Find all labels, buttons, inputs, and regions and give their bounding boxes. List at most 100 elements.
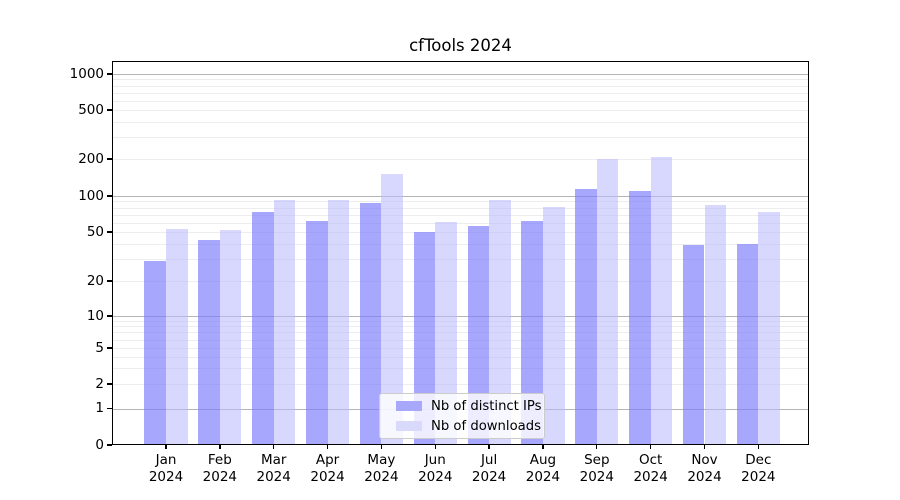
bar-sep-downloads [596, 159, 619, 445]
bar-jan-distinct-ips [144, 261, 166, 445]
x-tick-label: Nov 2024 [677, 452, 733, 485]
y-tick-mark [107, 444, 112, 446]
x-tick-label: Dec 2024 [730, 452, 786, 485]
gridline-minor [112, 384, 809, 385]
bar-apr-downloads [327, 199, 350, 445]
y-tick-label: 200 [78, 150, 104, 167]
gridline-minor [112, 159, 809, 160]
gridline-minor [112, 137, 809, 139]
x-tick-mark [542, 445, 544, 449]
y-tick-mark [107, 407, 112, 410]
legend-label-distinct-ips: Nb of distinct IPs [431, 398, 542, 414]
x-tick-mark [219, 445, 221, 449]
bar-nov-downloads [704, 205, 727, 445]
x-tick-month: Jan [155, 452, 177, 468]
legend-label-downloads: Nb of downloads [431, 418, 541, 434]
chart-title: cfTools 2024 [409, 36, 512, 55]
gridline-minor [112, 207, 809, 209]
bar-jul-downloads [489, 199, 511, 445]
x-tick-month: Jun [424, 452, 446, 468]
x-tick-mark [434, 445, 436, 449]
x-tick-year: 2024 [579, 468, 614, 485]
x-tick-year: 2024 [256, 468, 291, 485]
x-tick-mark [326, 445, 329, 449]
gridline-minor [112, 110, 809, 111]
bar-jan-downloads [166, 228, 188, 445]
y-tick-mark [107, 315, 112, 317]
y-tick-label: 10 [86, 307, 104, 324]
x-tick-mark [488, 445, 490, 449]
gridline-minor [112, 281, 809, 282]
x-tick-year: 2024 [687, 468, 722, 485]
y-tick-label: 100 [78, 187, 104, 204]
y-tick-label: 50 [86, 223, 104, 240]
bar-oct-downloads [650, 157, 673, 445]
y-tick-label: 20 [86, 272, 104, 289]
x-tick-month: Dec [745, 452, 772, 468]
bar-mar-downloads [273, 200, 296, 445]
bar-mar-distinct-ips [252, 211, 274, 445]
x-tick-month: Sep [584, 452, 610, 468]
gridline-minor [112, 243, 809, 245]
x-tick-label: Jun 2024 [407, 452, 463, 485]
legend: Nb of distinct IPs Nb of downloads [379, 393, 545, 439]
gridline-minor [112, 92, 809, 94]
bar-feb-downloads [219, 229, 242, 445]
bar-aug-downloads [542, 206, 565, 445]
gridline-minor [112, 201, 809, 203]
x-tick-month: Apr [315, 452, 340, 468]
x-tick-mark [273, 445, 275, 449]
x-tick-year: 2024 [525, 468, 561, 485]
gridline-minor [112, 326, 809, 328]
x-tick-label: Oct 2024 [623, 452, 679, 485]
x-tick-mark [596, 445, 598, 449]
y-tick-mark [107, 383, 112, 385]
x-tick-mark [380, 445, 383, 449]
x-tick-year: 2024 [418, 468, 453, 485]
x-tick-mark [649, 445, 652, 449]
x-tick-label: May 2024 [353, 452, 409, 485]
x-tick-label: Aug 2024 [515, 452, 571, 485]
x-tick-year: 2024 [741, 468, 776, 485]
bar-may-downloads [381, 174, 403, 445]
y-tick-mark [107, 109, 112, 111]
y-tick-label: 5 [95, 339, 104, 356]
gridline-minor [112, 332, 809, 334]
x-tick-month: Mar [260, 452, 287, 468]
gridline-minor [112, 79, 809, 81]
x-tick-month: May [367, 452, 396, 468]
x-tick-year: 2024 [364, 468, 399, 485]
gridline-minor [112, 85, 809, 87]
plot-area [112, 61, 809, 445]
bar-feb-distinct-ips [198, 240, 220, 445]
bar-nov-distinct-ips [682, 245, 705, 445]
y-tick-label: 1000 [69, 65, 104, 82]
gridline-minor [112, 214, 809, 216]
gridline-minor [112, 339, 809, 341]
x-tick-month: Oct [638, 452, 663, 468]
gridline-minor [112, 348, 809, 349]
y-tick-mark [107, 347, 112, 349]
x-tick-mark [165, 445, 167, 449]
y-tick-mark [107, 195, 112, 197]
gridline-major [112, 196, 809, 197]
y-tick-mark [107, 158, 112, 160]
y-tick-mark [107, 280, 112, 282]
legend-swatch-distinct-ips-icon [396, 401, 422, 411]
bar-jun-distinct-ips [413, 232, 436, 445]
legend-swatch-downloads-icon [396, 421, 422, 431]
bar-dec-downloads [758, 211, 780, 445]
x-tick-mark [703, 445, 706, 449]
bar-aug-distinct-ips [521, 220, 543, 445]
x-tick-label: Jan 2024 [138, 452, 194, 485]
x-tick-month: Jul [480, 452, 498, 468]
y-tick-label: 500 [78, 101, 104, 118]
bar-oct-distinct-ips [629, 190, 651, 445]
gridline-minor [112, 232, 809, 233]
gridline-major [112, 74, 809, 75]
gridline-major [112, 316, 809, 317]
gridline-minor [112, 356, 809, 358]
gridline-minor [112, 121, 809, 123]
legend-item-distinct-ips: Nb of distinct IPs [380, 398, 544, 415]
x-tick-label: Mar 2024 [246, 452, 302, 485]
